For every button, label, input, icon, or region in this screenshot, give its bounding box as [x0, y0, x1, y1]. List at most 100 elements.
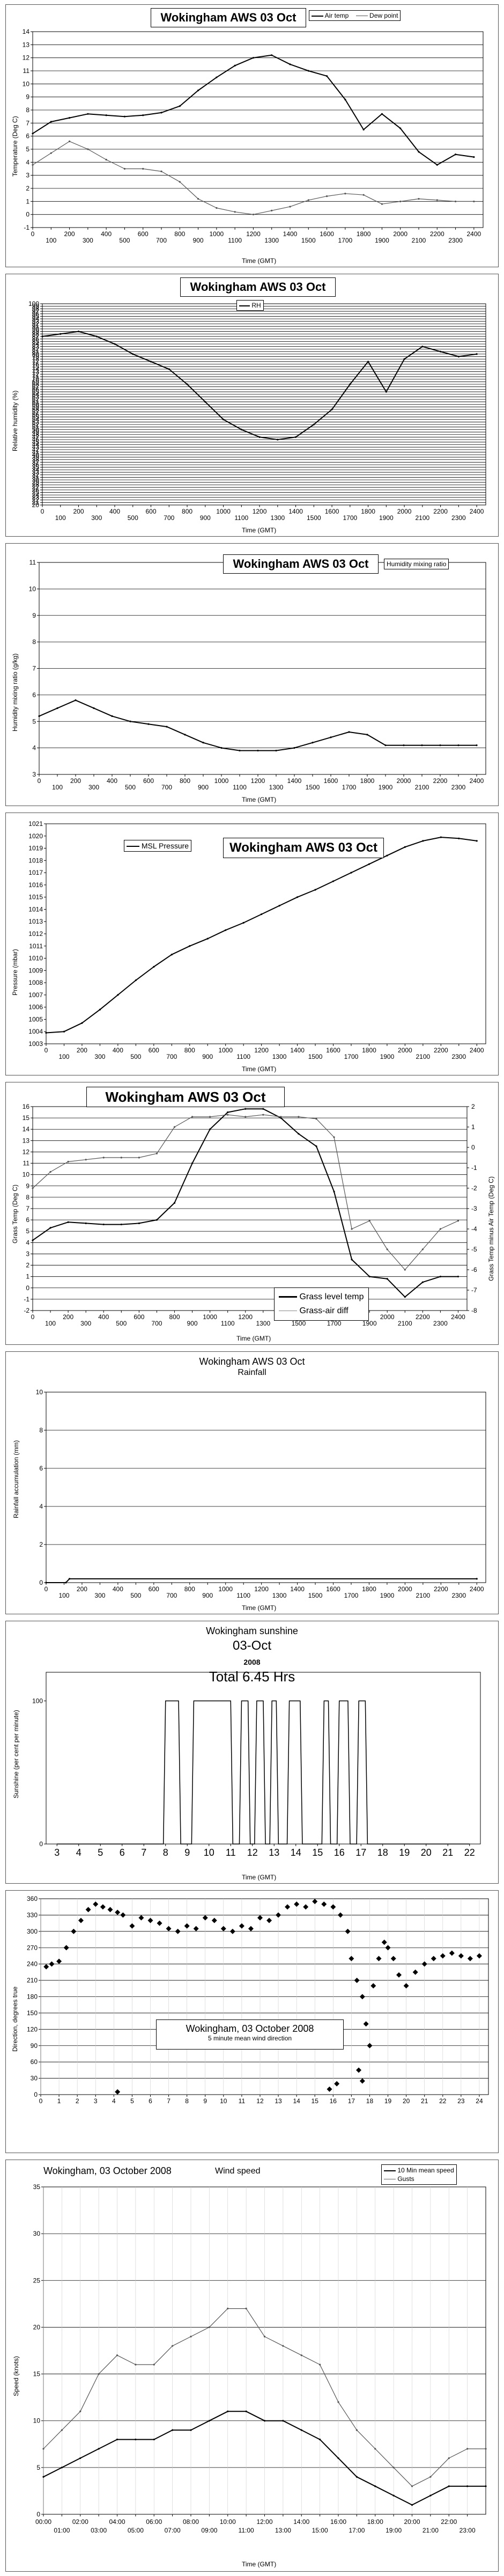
- data-point: [98, 2373, 100, 2375]
- x-tick-label: 2200: [433, 777, 448, 785]
- y-tick-label: 180: [27, 1993, 38, 2001]
- data-point: [227, 1114, 229, 1116]
- y-tick-label: 3: [26, 1250, 29, 1257]
- data-point: [173, 1202, 176, 1204]
- y-tick-label: 9: [26, 1182, 29, 1190]
- y-tick-label: 10: [36, 1388, 43, 1396]
- x-tick-label: 1400: [288, 508, 303, 515]
- data-point: [271, 54, 273, 56]
- y-axis-label: Grass Temp (Deg C): [11, 1184, 19, 1243]
- y-tick-label: 64: [32, 391, 40, 398]
- data-point: [100, 1904, 106, 1910]
- x-tick-label: 600: [146, 508, 157, 515]
- x-tick-label: 1000: [203, 1313, 217, 1321]
- y-tick-label: 34: [32, 466, 40, 473]
- x-tick-label: 400: [101, 230, 112, 238]
- chart-title: Wokingham, 03 October 2008: [43, 2165, 172, 2176]
- y-tick-label: 3: [26, 172, 29, 179]
- x-tick-label: 700: [151, 1320, 162, 1327]
- y-tick-label: 65: [32, 388, 40, 396]
- x-tick-label: 1: [57, 2097, 61, 2105]
- x-tick-label: 3: [94, 2097, 98, 2105]
- data-point: [313, 423, 315, 426]
- data-point: [123, 167, 126, 170]
- x-tick-label: 17: [355, 1847, 366, 1858]
- plot-area: [46, 823, 486, 1044]
- data-point: [179, 181, 181, 183]
- data-point: [421, 744, 423, 747]
- data-point: [367, 361, 369, 363]
- chart-legend: RH: [236, 300, 264, 311]
- x-tick-label: 2100: [416, 1053, 431, 1060]
- y-tick-label: 31: [32, 473, 40, 481]
- data-point: [307, 199, 309, 201]
- x-tick-label: 22: [439, 2097, 447, 2105]
- data-point: [208, 2326, 210, 2329]
- data-point: [225, 929, 227, 931]
- y-tick-label: 49: [32, 428, 40, 436]
- data-point: [197, 89, 199, 92]
- data-point: [312, 1899, 318, 1905]
- x-tick-label: 1200: [238, 1313, 253, 1321]
- x-tick-label: 2400: [470, 1046, 484, 1054]
- x-axis-label: Time (GMT): [242, 1874, 277, 1881]
- x-tick-label: 1200: [253, 508, 267, 515]
- x-tick-label: 4: [112, 2097, 116, 2105]
- data-point: [32, 133, 34, 135]
- mixing-ratio-chart-panel: 3 4 5 6 7 8 9 10 11 0 100 200 300 400 500 600 700 800 900 1…: [5, 543, 499, 806]
- data-point: [244, 1116, 247, 1118]
- data-point: [240, 428, 242, 430]
- x-tick-label: 2200: [434, 1046, 448, 1054]
- x-tick-label: 2300: [433, 1320, 448, 1327]
- data-point: [404, 846, 406, 848]
- x-tick-label: 0: [45, 1046, 48, 1054]
- data-point: [63, 1030, 65, 1033]
- data-point: [337, 2457, 339, 2460]
- x-tick-label: 600: [149, 1585, 159, 1593]
- x-tick-label: 1300: [272, 1053, 287, 1060]
- y-tick-label: 14: [23, 28, 30, 35]
- y-tick-label: 1: [26, 197, 29, 205]
- data-point: [351, 1258, 353, 1261]
- data-point: [168, 368, 170, 370]
- y-tick-label: 100: [28, 300, 39, 308]
- x-tick-label: 2000: [397, 777, 411, 785]
- data-point: [38, 715, 40, 717]
- data-point: [351, 1228, 353, 1230]
- y-tick-label: 210: [27, 1977, 38, 1984]
- x-tick-label: 1200: [251, 777, 265, 785]
- data-point: [440, 1953, 446, 1959]
- x-tick-label: 400: [113, 1046, 123, 1054]
- y-tick-label: 3: [32, 771, 36, 778]
- data-point: [79, 2457, 81, 2460]
- data-point: [330, 1904, 336, 1910]
- x-tick-label: 2000: [398, 1585, 412, 1593]
- y-tick-label: 1003: [28, 1040, 43, 1048]
- x-tick-label: 2100: [415, 784, 429, 791]
- data-point: [276, 1912, 281, 1918]
- x-tick-label: 2000: [393, 230, 407, 238]
- y-tick-label: 71: [32, 373, 40, 380]
- x-tick-label: 11: [239, 2097, 246, 2105]
- x-tick-label: 5: [130, 2097, 134, 2105]
- data-point: [244, 1108, 247, 1110]
- x-tick-label: 200: [77, 1046, 87, 1054]
- y-tick-label: 85: [32, 338, 40, 345]
- y-tick-label: 6: [26, 133, 29, 140]
- data-point: [211, 1918, 217, 1923]
- x-tick-label: 2000: [380, 1313, 395, 1321]
- data-point: [366, 734, 368, 736]
- data-point: [362, 128, 365, 131]
- data-point: [50, 152, 52, 154]
- data-point: [315, 1145, 317, 1147]
- data-point: [348, 731, 350, 733]
- y-tick-label: 33: [32, 469, 40, 476]
- y-tick-label: 13: [23, 41, 30, 48]
- x-tick-label: 04:00: [109, 2518, 125, 2526]
- legend-label-gusts: Gusts: [397, 2175, 414, 2183]
- y-tick-label: 86: [32, 335, 40, 343]
- data-point: [42, 2476, 45, 2478]
- data-point: [376, 1956, 382, 1962]
- data-point: [116, 2438, 118, 2441]
- y-tick-label: 48: [32, 431, 40, 438]
